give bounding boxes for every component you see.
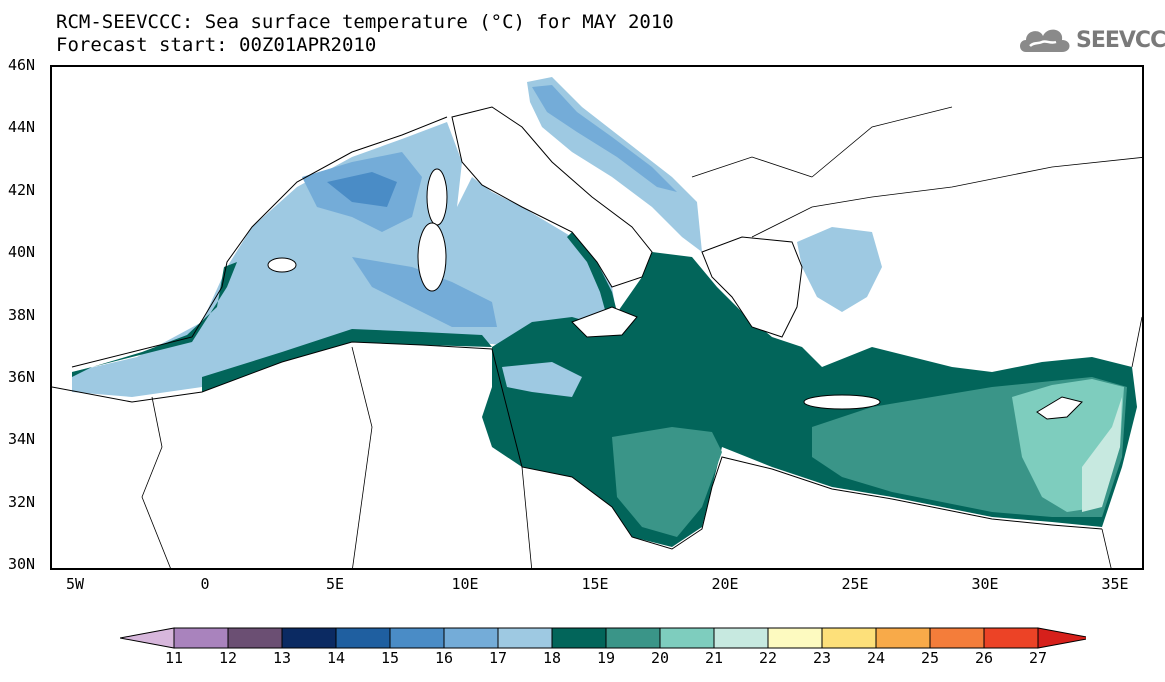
- colorbar-cell: [173, 627, 229, 649]
- country-borders: [141, 106, 1142, 568]
- colorbar-cell: [120, 627, 175, 649]
- colorbar-label: 19: [596, 649, 616, 667]
- lat-label-42n: 42N: [8, 181, 36, 199]
- colorbar-label: 18: [542, 649, 562, 667]
- colorbar-cell: [767, 627, 823, 649]
- mallorca-island: [267, 257, 297, 273]
- iberian-coast: [71, 116, 448, 368]
- colorbar-cell: [929, 627, 985, 649]
- colorbar-cell: [983, 627, 1039, 649]
- tyrrhenian-east-band: [567, 232, 617, 317]
- colorbar-label: 21: [704, 649, 724, 667]
- corsica-island: [426, 168, 448, 226]
- colorbar-cell: [875, 627, 931, 649]
- lon-label-35e: 35E: [1101, 575, 1129, 593]
- lon-label-15e: 15E: [581, 575, 609, 593]
- colorbar-cell: [443, 627, 499, 649]
- adriatic-cold-band: [532, 85, 677, 192]
- colorbar-cell: [335, 627, 391, 649]
- map-canvas: [52, 77, 1142, 568]
- cyprus-island: [1036, 396, 1083, 420]
- lon-label-10e: 10E: [451, 575, 479, 593]
- lon-label-0: 0: [200, 575, 210, 593]
- colorbar-label: 13: [272, 649, 292, 667]
- colorbar-cell: [659, 627, 715, 649]
- colorbar-label: 24: [866, 649, 886, 667]
- levant-warmest-area: [1082, 397, 1122, 512]
- colorbar-cell: [713, 627, 769, 649]
- map-title: RCM-SEEVCCC: Sea surface temperature (°C…: [56, 11, 674, 33]
- colorbar-label: 27: [1028, 649, 1048, 667]
- lon-label-5e: 5E: [325, 575, 345, 593]
- crete-island: [803, 394, 881, 410]
- colorbar-cell: [551, 627, 607, 649]
- aegean-sea-north: [797, 227, 882, 312]
- forecast-start-subtitle: Forecast start: 00Z01APR2010: [56, 34, 377, 56]
- sst-map: [50, 65, 1144, 570]
- italy-peninsula: [451, 106, 653, 288]
- colorbar-label: 15: [380, 649, 400, 667]
- sardinia-island: [417, 222, 447, 292]
- cloud-logo-icon: [1020, 29, 1070, 52]
- lat-label-44n: 44N: [8, 118, 36, 136]
- greece-peninsula: [701, 236, 803, 338]
- lon-label-20e: 20E: [711, 575, 739, 593]
- sardinia-channel-band: [352, 257, 497, 327]
- colorbar-cell: [389, 627, 445, 649]
- north-african-coast: [52, 341, 1103, 550]
- colorbar-cell: [227, 627, 283, 649]
- logo-text: SEEVCCC: [1076, 28, 1165, 53]
- cold-core-deep: [327, 172, 397, 207]
- colorbar: [120, 627, 1086, 649]
- colorbar-label: 23: [812, 649, 832, 667]
- colorbar-cell: [1037, 627, 1086, 649]
- lon-label-30e: 30E: [971, 575, 999, 593]
- lon-label-25e: 25E: [841, 575, 869, 593]
- colorbar-label: 16: [434, 649, 454, 667]
- colorbar-label: 26: [974, 649, 994, 667]
- colorbar-cell: [497, 627, 553, 649]
- alboran-warm-band: [72, 262, 237, 377]
- colorbar-cell: [605, 627, 661, 649]
- libyan-sea-band: [612, 427, 722, 537]
- colorbar-label: 17: [488, 649, 508, 667]
- lat-label-36n: 36N: [8, 368, 36, 386]
- lat-label-30n: 30N: [8, 555, 36, 573]
- colorbar-label: 11: [164, 649, 184, 667]
- western-mediterranean: [72, 122, 617, 397]
- colorbar-cell: [821, 627, 877, 649]
- lat-label-34n: 34N: [8, 430, 36, 448]
- lon-label-5w: 5W: [65, 575, 85, 593]
- colorbar-label: 14: [326, 649, 346, 667]
- central-cool-intrusion: [502, 362, 582, 397]
- lat-label-40n: 40N: [8, 243, 36, 261]
- lat-label-46n: 46N: [8, 56, 36, 74]
- colorbar-label: 12: [218, 649, 238, 667]
- sicily-island: [571, 306, 638, 338]
- colorbar-label: 25: [920, 649, 940, 667]
- colorbar-cell: [281, 627, 337, 649]
- colorbar-label: 22: [758, 649, 778, 667]
- colorbar-label: 20: [650, 649, 670, 667]
- lat-label-32n: 32N: [8, 493, 36, 511]
- lat-label-38n: 38N: [8, 306, 36, 324]
